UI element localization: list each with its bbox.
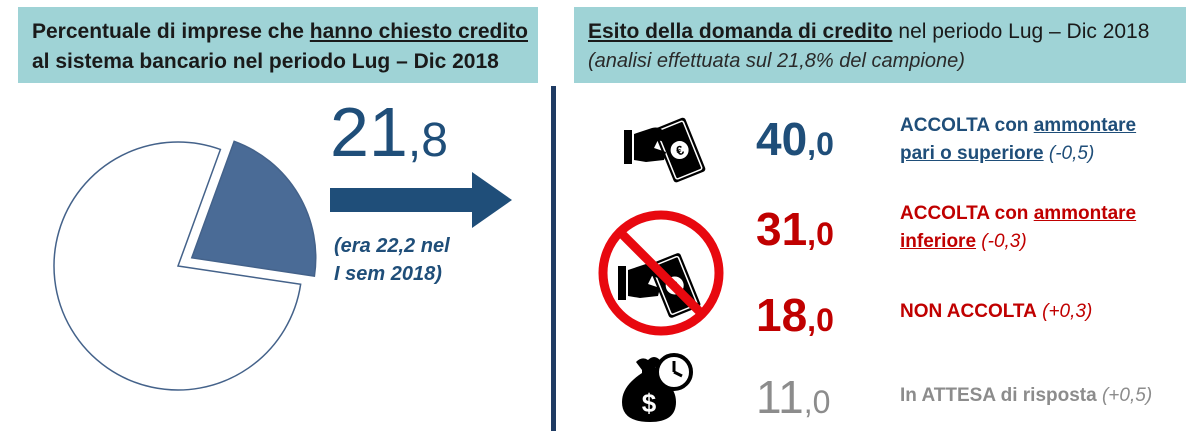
left-title-part1: Percentuale di imprese che xyxy=(32,20,310,43)
left-header: Percentuale di imprese che hanno chiesto… xyxy=(18,7,538,83)
outcome-label-accolta-inferiore: ACCOLTA con ammontare inferiore (-0,3) xyxy=(900,200,1136,256)
previous-note-line1: (era 22,2 nel xyxy=(334,235,450,257)
outcome-change: (+0,3) xyxy=(1036,301,1093,322)
hand-money-icon: € xyxy=(620,104,708,186)
outcome-label-in-attesa: In ATTESA di risposta (+0,5) xyxy=(900,382,1152,410)
outcome-value-dec: ,0 xyxy=(807,216,834,252)
left-title-line1: Percentuale di imprese che hanno chiesto… xyxy=(32,17,528,47)
big-percentage: 21,8 xyxy=(330,92,448,181)
pie-chart xyxy=(53,140,317,391)
left-title-underlined: hanno chiesto credito xyxy=(309,20,528,43)
outcome-value-dec: ,0 xyxy=(807,126,834,162)
outcome-value-dec: ,0 xyxy=(803,384,831,420)
vertical-divider xyxy=(551,86,556,431)
outcome-label-a: ACCOLTA con xyxy=(900,203,1034,224)
outcome-change: (-0,3) xyxy=(976,231,1027,252)
outcome-label-c: pari o superiore xyxy=(900,143,1044,164)
right-subtitle: (analisi effettuata sul 21,8% del campio… xyxy=(588,50,965,72)
previous-note-line2: I sem 2018) xyxy=(334,263,442,285)
right-header: Esito della domanda di credito nel perio… xyxy=(574,7,1186,83)
right-title-underlined: Esito della domanda di credito xyxy=(588,20,893,43)
pie-slice-credit xyxy=(190,140,317,277)
outcome-value-accolta-inferiore: 31,0 xyxy=(756,204,834,259)
big-percentage-dec: ,8 xyxy=(407,114,448,167)
outcome-label-line1: ACCOLTA con ammontare xyxy=(900,112,1136,140)
outcome-value-accolta-piena: 40,0 xyxy=(756,114,834,169)
outcome-label-c: inferiore xyxy=(900,231,977,252)
outcome-value-dec: ,0 xyxy=(807,302,834,338)
outcome-label-non-accolta: NON ACCOLTA (+0,3) xyxy=(900,298,1092,326)
pie-slice-rest xyxy=(53,141,302,391)
right-title-rest: nel periodo Lug – Dic 2018 xyxy=(892,20,1150,43)
outcome-value-int: 18 xyxy=(756,289,808,341)
outcome-label-b: ammontare xyxy=(1033,115,1137,136)
outcome-label-line2: pari o superiore (-0,5) xyxy=(900,140,1136,168)
outcome-value-non-accolta: 18,0 xyxy=(756,290,834,345)
outcome-change: (-0,5) xyxy=(1043,143,1095,164)
left-title-line2: al sistema bancario nel periodo Lug – Di… xyxy=(32,50,499,73)
outcome-label-a: ACCOLTA con xyxy=(900,115,1034,136)
previous-value-note: (era 22,2 nel I sem 2018) xyxy=(334,232,450,288)
big-percentage-int: 21 xyxy=(330,93,408,171)
outcome-value-int: 31 xyxy=(756,203,808,255)
outcome-label-line2: inferiore (-0,3) xyxy=(900,228,1136,256)
svg-text:$: $ xyxy=(642,388,657,418)
outcome-change: (+0,5) xyxy=(1096,385,1153,406)
outcome-label-line1: ACCOLTA con ammontare xyxy=(900,200,1136,228)
right-arrow-icon xyxy=(330,172,512,228)
outcome-label-a: NON ACCOLTA xyxy=(900,301,1037,322)
outcome-value-int: 40 xyxy=(756,113,808,165)
no-money-icon: € xyxy=(598,210,724,336)
outcome-value-in-attesa: 11,0 xyxy=(756,372,830,427)
money-bag-clock-icon: $ xyxy=(622,353,693,422)
outcome-label-b: ammontare xyxy=(1033,203,1137,224)
outcome-label-accolta-piena: ACCOLTA con ammontare pari o superiore (… xyxy=(900,112,1136,168)
outcome-value-int: 11 xyxy=(756,371,804,423)
right-title: Esito della domanda di credito nel perio… xyxy=(588,17,1172,47)
outcome-label-a: In ATTESA di risposta xyxy=(900,385,1097,406)
